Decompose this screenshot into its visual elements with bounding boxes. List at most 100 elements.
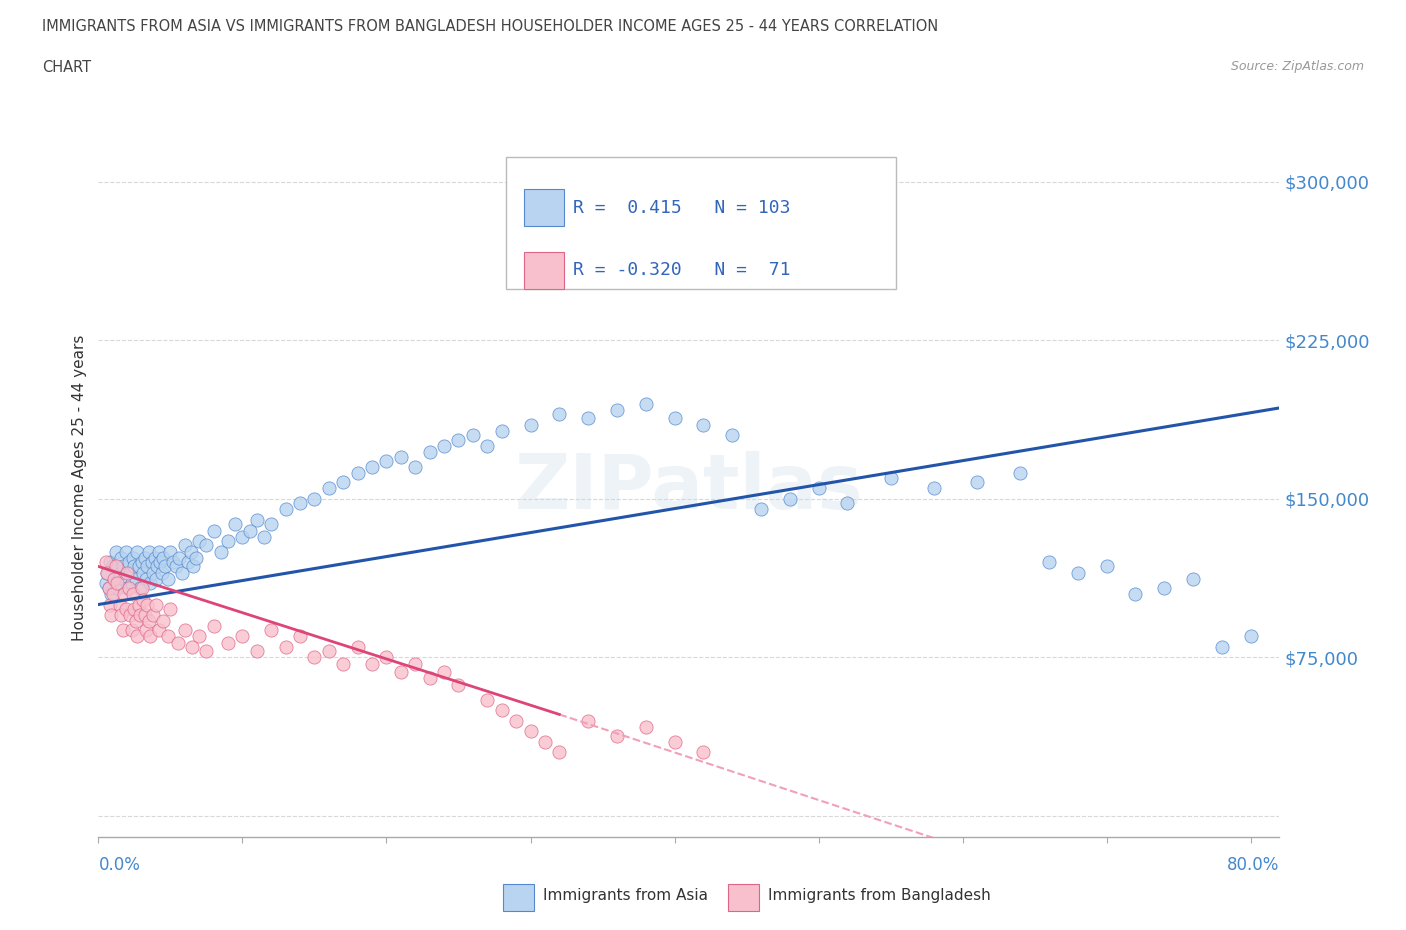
Point xyxy=(186,551,208,565)
Point xyxy=(966,474,988,489)
Point xyxy=(361,459,384,474)
Point xyxy=(209,544,232,559)
Point xyxy=(253,529,276,544)
Point xyxy=(433,439,456,454)
Point xyxy=(1153,580,1175,595)
Point xyxy=(128,597,150,612)
Point xyxy=(318,644,340,658)
Point xyxy=(1010,466,1032,481)
Point xyxy=(156,629,179,644)
Point xyxy=(104,559,127,574)
Point xyxy=(132,565,155,580)
Point xyxy=(202,618,225,633)
Point xyxy=(202,523,225,538)
Point xyxy=(118,555,141,570)
Point xyxy=(112,572,135,587)
Point xyxy=(96,565,118,580)
Point xyxy=(346,466,368,481)
Point xyxy=(105,580,128,595)
Point xyxy=(170,565,193,580)
Point xyxy=(217,635,239,650)
Point xyxy=(419,445,441,459)
Point xyxy=(142,565,165,580)
Point xyxy=(361,657,384,671)
Text: Immigrants from Bangladesh: Immigrants from Bangladesh xyxy=(768,888,990,903)
Point xyxy=(548,745,571,760)
Point xyxy=(138,544,160,559)
Point xyxy=(101,559,124,574)
Point xyxy=(195,538,218,552)
Point xyxy=(404,459,426,474)
Point xyxy=(166,635,188,650)
Point xyxy=(120,607,142,622)
Point xyxy=(105,576,128,591)
Point xyxy=(148,544,170,559)
Point xyxy=(224,517,246,532)
Point xyxy=(1182,572,1205,587)
Point xyxy=(156,572,179,587)
Point xyxy=(375,453,398,468)
Point xyxy=(491,424,513,439)
Point xyxy=(288,496,311,511)
Point xyxy=(807,481,830,496)
Point xyxy=(188,534,211,549)
Point xyxy=(135,572,157,587)
Y-axis label: Householder Income Ages 25 - 44 years: Householder Income Ages 25 - 44 years xyxy=(72,335,87,642)
Point xyxy=(124,602,146,617)
Point xyxy=(114,602,136,617)
Point xyxy=(162,555,184,570)
Point xyxy=(94,555,117,570)
Point xyxy=(180,544,202,559)
Point xyxy=(127,544,149,559)
Point xyxy=(304,650,326,665)
Point xyxy=(304,491,326,506)
Point xyxy=(274,639,297,654)
Point xyxy=(115,565,138,580)
Point xyxy=(318,481,340,496)
Point xyxy=(177,555,200,570)
Point xyxy=(606,403,628,418)
Point xyxy=(505,713,527,728)
Point xyxy=(148,622,170,637)
Point xyxy=(239,523,262,538)
Point xyxy=(141,555,163,570)
Text: Source: ZipAtlas.com: Source: ZipAtlas.com xyxy=(1230,60,1364,73)
Point xyxy=(110,551,132,565)
Point xyxy=(131,580,153,595)
Point xyxy=(128,559,150,574)
Point xyxy=(749,502,772,517)
Point xyxy=(98,555,121,570)
Point xyxy=(404,657,426,671)
Point xyxy=(110,607,132,622)
Point xyxy=(121,622,143,637)
Text: R = -0.320   N =  71: R = -0.320 N = 71 xyxy=(574,261,790,279)
Point xyxy=(173,622,195,637)
Point xyxy=(136,559,159,574)
Point xyxy=(129,580,152,595)
Point xyxy=(134,607,156,622)
Point xyxy=(274,502,297,517)
Point xyxy=(122,551,145,565)
Text: R =  0.415   N = 103: R = 0.415 N = 103 xyxy=(574,198,790,217)
Point xyxy=(433,665,456,680)
Point xyxy=(152,614,174,629)
Point xyxy=(118,580,141,595)
Point xyxy=(260,622,283,637)
Point xyxy=(332,657,354,671)
Point xyxy=(159,544,181,559)
Point xyxy=(165,559,187,574)
Point xyxy=(477,439,499,454)
Point xyxy=(491,703,513,718)
Point xyxy=(100,587,122,602)
Point xyxy=(108,597,131,612)
Point xyxy=(153,559,176,574)
Point xyxy=(246,512,269,527)
Text: 80.0%: 80.0% xyxy=(1227,856,1279,873)
Point xyxy=(389,665,412,680)
Point xyxy=(125,614,148,629)
Point xyxy=(576,411,599,426)
Point xyxy=(173,538,195,552)
Point xyxy=(447,432,470,447)
Point xyxy=(129,607,152,622)
Point xyxy=(97,580,120,595)
